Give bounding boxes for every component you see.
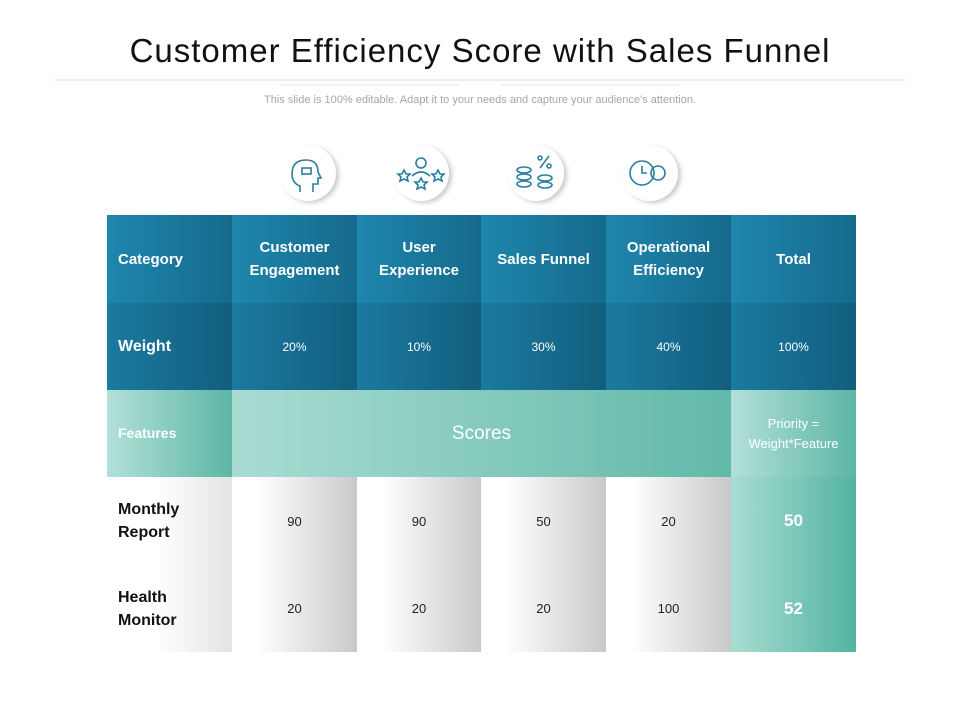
title: Customer Efficiency Score with Sales Fun…: [129, 32, 831, 69]
weight-cell: 40%: [606, 303, 731, 390]
header-cell: Operational Efficiency: [606, 215, 731, 303]
weight-cell: 100%: [731, 303, 856, 390]
header-cell: Customer Engagement: [232, 215, 357, 303]
subtitle: This slide is 100% editable. Adapt it to…: [264, 94, 696, 106]
total-cell: 50: [731, 477, 856, 565]
header-cell: Category: [107, 215, 232, 303]
weight-cell: 10%: [357, 303, 481, 390]
scores-heading: Scores: [232, 390, 731, 477]
score-cell: 20: [232, 565, 357, 652]
row-label: Health Monitor: [107, 565, 232, 652]
row-label: Features: [107, 390, 232, 477]
score-cell: 100: [606, 565, 731, 652]
icon-circles: [280, 145, 678, 201]
score-cell: 90: [357, 477, 481, 565]
score-cell: 50: [481, 477, 606, 565]
weight-cell: 30%: [481, 303, 606, 390]
row-label: Monthly Report: [107, 477, 232, 565]
header-cell: Sales Funnel: [481, 215, 606, 303]
priority-heading: Priority = Weight*Feature: [731, 390, 856, 477]
row-label: Weight: [107, 303, 232, 390]
header-cell: Total: [731, 215, 856, 303]
weight-cell: 20%: [232, 303, 357, 390]
icons: [291, 155, 666, 192]
score-cell: 20: [606, 477, 731, 565]
score-cell: 90: [232, 477, 357, 565]
header-cell: User Experience: [357, 215, 481, 303]
decor: [55, 79, 905, 201]
score-cell: 20: [481, 565, 606, 652]
score-cell: 20: [357, 565, 481, 652]
total-cell: 52: [731, 565, 856, 652]
